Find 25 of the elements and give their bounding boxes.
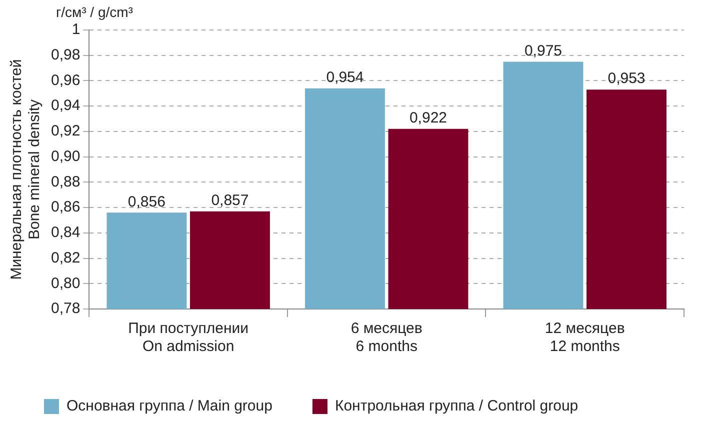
- y-tick-label: 0,80: [50, 274, 80, 292]
- y-tick-label: 0,84: [50, 224, 80, 242]
- data-label: 0,954: [326, 68, 364, 86]
- legend-label: Основная группа / Main group: [66, 398, 272, 415]
- data-label: 0,856: [128, 193, 166, 210]
- x-tick-label: 6 месяцев 6 months: [350, 320, 422, 356]
- y-tick-label: 0,86: [50, 198, 80, 216]
- legend-label: Контрольная группа / Control group: [334, 398, 578, 415]
- y-tick-label: 0,82: [50, 249, 80, 266]
- y-axis-title: Минеральная плотность костей Bone mineral density: [8, 59, 44, 280]
- y-tick-label: 0,98: [50, 46, 80, 64]
- y-tick-label: 0,90: [50, 148, 80, 165]
- data-label: 0,857: [211, 192, 249, 209]
- data-label: 0,922: [409, 110, 448, 127]
- y-tick-label: 1: [72, 21, 80, 38]
- x-tick-label: При поступлении On admission: [128, 320, 249, 356]
- y-tick-label: 0,88: [50, 173, 80, 190]
- y-tick-label: 0,78: [50, 300, 80, 318]
- y-tick-label: 0,96: [50, 72, 80, 89]
- data-label: 0,975: [524, 42, 562, 60]
- y-tick-label: 0,94: [50, 97, 80, 114]
- x-tick-label: 12 месяцев 12 months: [544, 320, 625, 356]
- text: г/см³ / g/cm³: [56, 4, 134, 20]
- y-tick-label: 0,92: [50, 122, 80, 140]
- data-label: 0,953: [608, 70, 646, 88]
